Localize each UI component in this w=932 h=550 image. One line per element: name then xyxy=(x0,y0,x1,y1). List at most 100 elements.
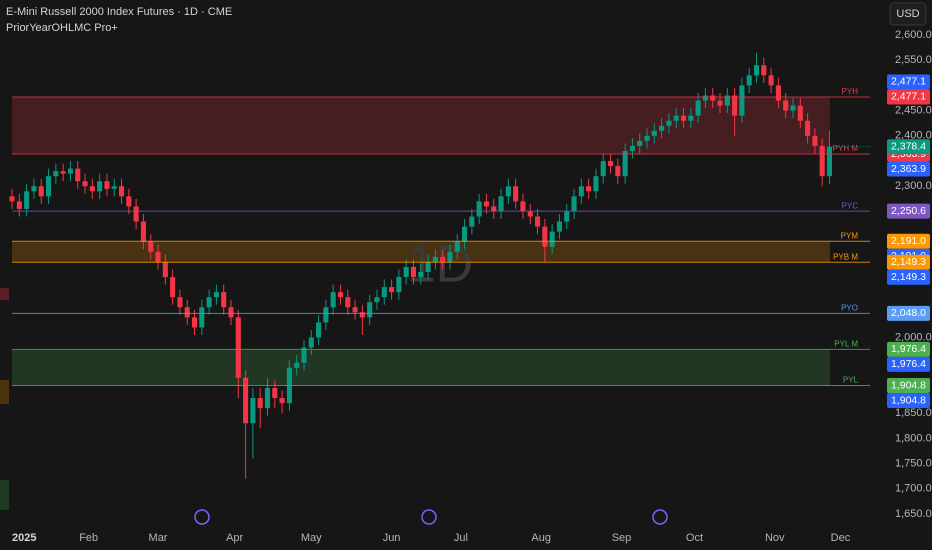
candle-body xyxy=(673,115,679,121)
candle-body xyxy=(367,302,373,318)
candle-body xyxy=(447,251,453,262)
candle-body xyxy=(9,196,15,202)
candle-body xyxy=(272,387,278,399)
candle-body xyxy=(410,266,417,278)
candle-body xyxy=(294,362,300,368)
candle-body xyxy=(359,312,365,318)
currency-button[interactable] xyxy=(889,2,927,26)
candle-body xyxy=(534,216,541,227)
candle-body xyxy=(666,120,672,126)
candle-body xyxy=(586,186,592,192)
candle-body xyxy=(31,186,37,192)
candle-body xyxy=(140,221,146,242)
candle-body xyxy=(483,201,490,207)
level-label: PYL xyxy=(843,376,859,385)
candle-body xyxy=(542,226,548,247)
x-tick-label: Nov xyxy=(765,532,785,544)
level-price-tag-bg xyxy=(887,356,930,372)
x-tick-label: Dec xyxy=(831,532,851,544)
candle-body xyxy=(476,201,482,217)
event-icon[interactable] xyxy=(421,509,437,525)
y-tick-label: 2,300.0 xyxy=(895,180,932,192)
candle-body xyxy=(746,75,752,86)
candle-body xyxy=(104,181,110,189)
y-tick-label: 2,450.0 xyxy=(895,105,932,117)
candle-body xyxy=(126,196,132,207)
candle-body xyxy=(228,307,234,318)
level-price-tag-bg xyxy=(887,269,930,285)
level-zone xyxy=(12,241,830,263)
level-price-tag: 2,149.3 xyxy=(891,256,926,268)
candle-body xyxy=(571,196,577,212)
candle-body xyxy=(148,241,154,252)
candle-body xyxy=(45,176,52,197)
candle-body xyxy=(717,100,723,106)
candle-body xyxy=(184,307,190,318)
candle-body xyxy=(38,186,44,197)
level-zone xyxy=(12,349,830,386)
level-price-tag-bg xyxy=(887,203,930,219)
candle-body xyxy=(162,261,168,278)
y-tick-label: 1,750.0 xyxy=(895,457,932,469)
x-tick-label: May xyxy=(301,532,322,544)
level-label: PYC xyxy=(842,201,859,210)
candle-body xyxy=(761,65,767,76)
candle-body xyxy=(177,297,183,308)
candle-body xyxy=(578,186,584,197)
candle-body xyxy=(775,85,781,101)
level-price-tag-bg xyxy=(887,161,930,177)
x-tick-label: Mar xyxy=(149,532,168,544)
level-zone xyxy=(12,96,830,155)
candle-body xyxy=(739,85,745,116)
level-label: PYM xyxy=(841,231,859,240)
candle-body xyxy=(462,226,468,242)
candle-body xyxy=(235,317,241,378)
candle-body xyxy=(491,206,497,212)
event-icon[interactable] xyxy=(194,509,210,525)
level-price-tag-bg xyxy=(887,393,930,409)
y-tick-label: 1,700.0 xyxy=(895,483,932,495)
candle-body xyxy=(170,277,176,298)
candle-body xyxy=(432,256,438,262)
indicator-name: PriorYearOHLMC Pro+ xyxy=(6,22,118,34)
event-icon[interactable] xyxy=(652,509,668,525)
level-price-tag: 2,048.0 xyxy=(891,307,926,319)
candle-body xyxy=(637,140,643,146)
candle-body xyxy=(257,398,263,409)
level-label: PYL M xyxy=(834,340,858,349)
candle-body xyxy=(24,191,30,209)
candle-body xyxy=(118,186,125,197)
level-price-tag-bg xyxy=(887,89,930,105)
candle-body xyxy=(805,120,811,136)
candle-body xyxy=(337,292,344,298)
candle-body xyxy=(826,146,833,177)
candle-body xyxy=(593,176,599,192)
candle-body xyxy=(221,292,227,308)
candle-body xyxy=(644,135,650,141)
candle-body xyxy=(440,256,446,262)
candle-body xyxy=(812,135,818,146)
currency[interactable]: USD xyxy=(896,8,919,20)
candle-body xyxy=(607,161,614,167)
level-price-tag: 1,976.4 xyxy=(891,343,926,355)
x-tick-label: Apr xyxy=(226,532,243,544)
y-tick-label: 1,850.0 xyxy=(895,407,932,419)
level-price-tag: 2,250.6 xyxy=(891,205,926,217)
y-tick-label: 1,650.0 xyxy=(895,508,932,520)
candle-body xyxy=(659,125,665,131)
level-label: PYH M xyxy=(833,144,859,153)
candle-body xyxy=(389,287,395,293)
level-price-tag-bg xyxy=(887,233,930,249)
zones xyxy=(12,96,830,386)
candle-body xyxy=(206,297,212,308)
candle-body xyxy=(651,130,657,136)
candle-body xyxy=(797,105,803,121)
level-label: PYH xyxy=(842,87,859,96)
y-tick-label: 2,550.0 xyxy=(895,54,932,66)
x-tick-label: Sep xyxy=(612,532,632,544)
watermark: 1D xyxy=(407,236,473,294)
candle-body xyxy=(16,201,22,209)
candle-body xyxy=(753,65,760,76)
candle-body xyxy=(243,377,249,424)
candle-body xyxy=(454,241,460,252)
